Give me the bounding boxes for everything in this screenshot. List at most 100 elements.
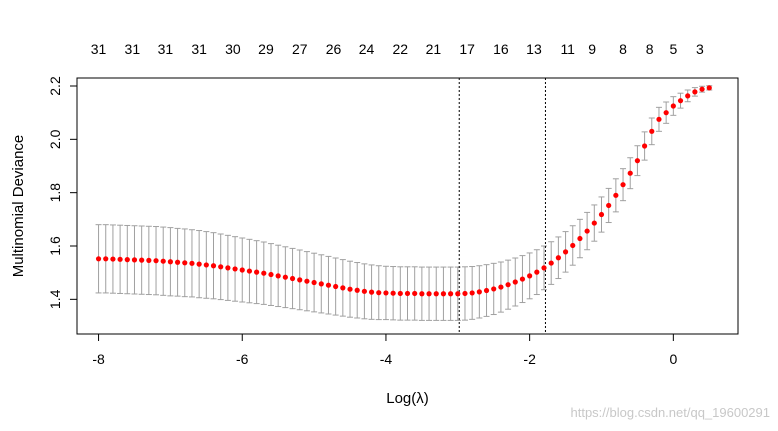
top-axis-label: 31	[125, 41, 141, 57]
top-axis-label: 16	[493, 41, 509, 57]
data-point	[268, 271, 274, 278]
reference-lines	[458, 78, 546, 334]
data-point	[570, 242, 576, 249]
data-point	[663, 110, 669, 116]
data-points	[95, 85, 712, 297]
data-point	[440, 291, 447, 297]
top-axis-label: 11	[560, 41, 575, 57]
data-point	[433, 291, 439, 297]
data-point	[426, 291, 432, 297]
data-point	[562, 249, 569, 255]
data-point	[289, 275, 296, 282]
data-point	[519, 276, 526, 282]
data-point	[196, 261, 202, 267]
data-point	[512, 279, 518, 285]
y-tick-label: 1.4	[47, 289, 63, 309]
data-point	[131, 257, 138, 263]
data-point	[606, 202, 612, 209]
data-point	[706, 85, 712, 91]
data-point	[311, 279, 317, 286]
data-point	[584, 228, 590, 234]
data-point	[677, 98, 684, 104]
data-point	[455, 291, 461, 297]
data-point	[685, 93, 691, 99]
data-point	[182, 260, 188, 266]
data-point	[383, 290, 389, 296]
data-point	[354, 287, 360, 293]
error-bars	[95, 85, 713, 321]
data-point	[124, 257, 130, 263]
data-point	[368, 289, 375, 295]
data-point	[210, 263, 217, 269]
top-axis-label: 26	[326, 41, 342, 57]
data-point	[347, 286, 353, 292]
top-axis-label: 30	[225, 41, 241, 57]
data-point	[254, 269, 260, 275]
top-axis-label: 5	[669, 41, 677, 57]
data-point	[376, 290, 382, 296]
data-point	[412, 290, 418, 297]
data-point	[261, 270, 267, 276]
top-axis-label: 21	[426, 41, 442, 57]
data-point	[555, 255, 561, 261]
data-point	[333, 283, 339, 290]
data-point	[232, 266, 238, 272]
watermark-text: https://blog.csdn.net/qq_19600291	[571, 405, 771, 420]
data-point	[613, 192, 619, 198]
data-point	[275, 273, 281, 279]
x-tick-label: -2	[523, 351, 536, 367]
data-point	[598, 211, 605, 218]
data-point	[297, 277, 303, 283]
data-point	[103, 256, 109, 262]
top-axis-label: 8	[619, 41, 627, 57]
data-point	[390, 290, 396, 296]
data-point	[649, 128, 655, 134]
top-axis-label: 3	[696, 41, 704, 57]
y-tick-label: 2.2	[47, 76, 63, 96]
data-point	[117, 256, 123, 262]
data-point	[174, 259, 181, 265]
top-axis-label: 9	[588, 41, 596, 57]
y-tick-label: 1.8	[47, 183, 63, 203]
data-point	[167, 259, 174, 265]
x-tick-label: -4	[380, 351, 393, 367]
data-point	[541, 265, 547, 271]
data-point	[534, 269, 540, 275]
data-point	[483, 287, 490, 294]
data-point	[620, 182, 626, 188]
y-tick-label: 2.0	[47, 129, 63, 149]
data-point	[692, 89, 698, 95]
data-point	[246, 268, 253, 274]
top-axis-label: 29	[258, 41, 274, 57]
data-point	[139, 257, 145, 263]
data-point	[656, 116, 662, 122]
data-point	[670, 103, 676, 109]
data-point	[591, 220, 597, 226]
data-point	[476, 289, 482, 295]
data-point	[218, 264, 224, 270]
data-point	[146, 257, 152, 263]
data-point	[282, 274, 288, 280]
data-point	[203, 262, 209, 268]
data-point	[189, 260, 195, 266]
top-axis-label: 17	[459, 41, 475, 57]
data-point	[419, 291, 425, 297]
data-point	[225, 265, 231, 271]
top-axis-label: 31	[158, 41, 174, 57]
x-axis: -8 -6 -4 -2 0	[92, 333, 677, 367]
data-point	[469, 290, 475, 296]
x-axis-title: Log(λ)	[386, 390, 429, 407]
data-point	[527, 273, 533, 279]
top-axis-label: 8	[646, 41, 654, 57]
data-point	[627, 170, 633, 176]
data-point	[361, 288, 367, 294]
data-point	[340, 285, 346, 291]
data-point	[699, 86, 705, 92]
data-point	[634, 158, 641, 164]
data-point	[304, 278, 310, 284]
data-point	[505, 282, 511, 288]
top-axis-labels: 31 31 31 31 30 29 27 26 24 22 21 17 16 13 11 9 8 8 5 3	[91, 41, 704, 57]
top-axis-label: 24	[359, 41, 375, 57]
data-point	[548, 260, 554, 266]
